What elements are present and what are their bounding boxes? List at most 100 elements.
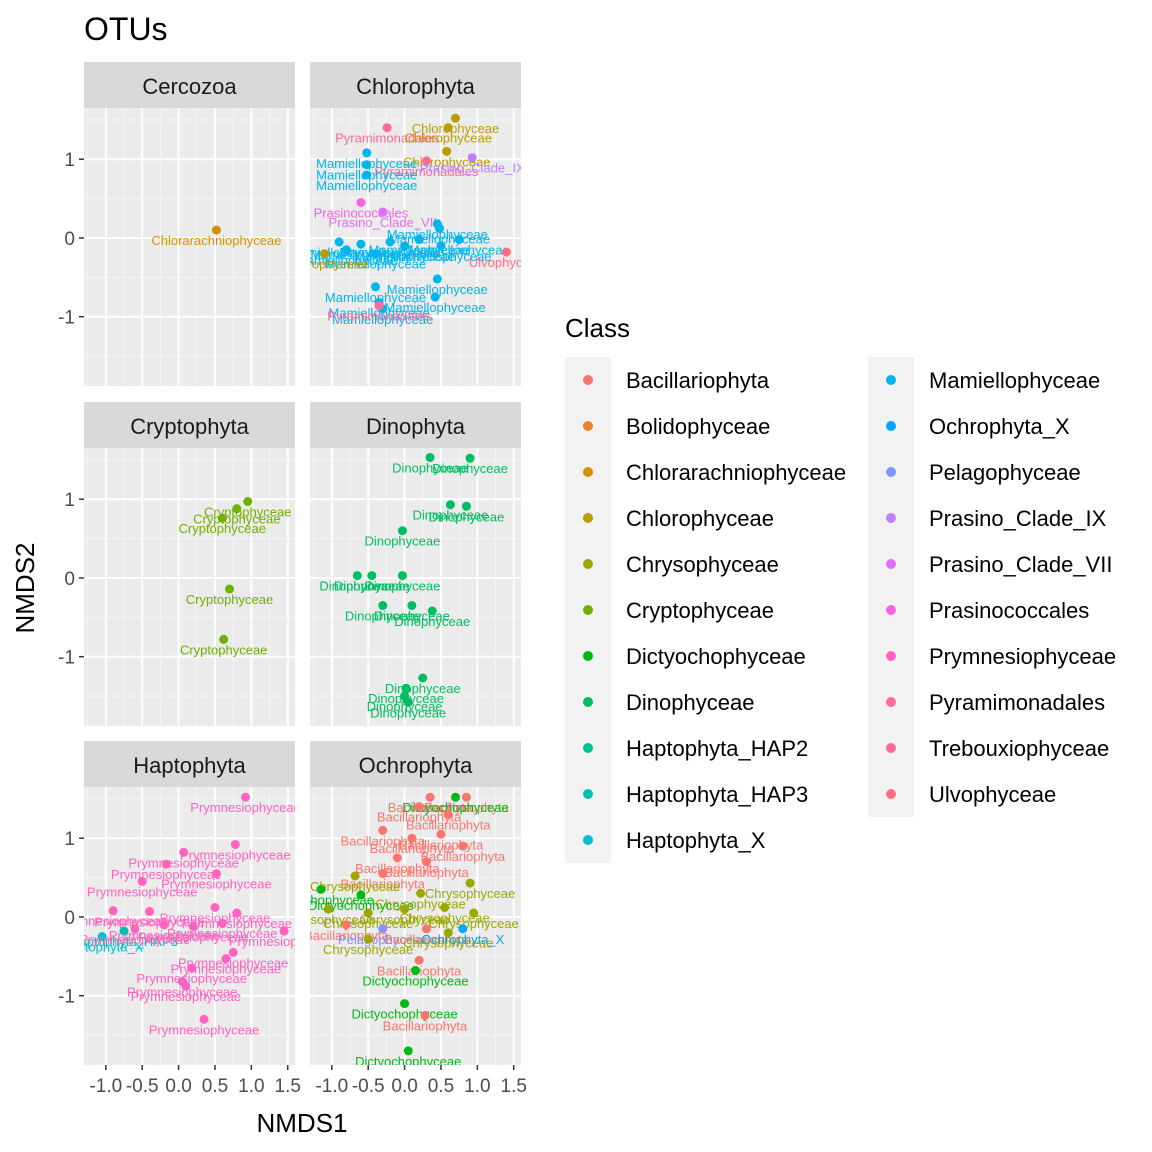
point-label: Dictyochophyceae xyxy=(402,800,508,815)
data-point xyxy=(414,802,424,812)
point-label: Prymnesiophyceae xyxy=(80,932,191,947)
legend-item: Haptophyta_X xyxy=(565,817,766,863)
y-tick-label: 1 xyxy=(64,150,75,171)
point-label: Mamiellophyceae xyxy=(354,249,455,264)
data-point xyxy=(397,526,407,536)
data-point xyxy=(467,153,477,163)
data-point xyxy=(427,606,437,616)
data-point xyxy=(356,239,366,249)
data-point xyxy=(440,902,450,912)
point-label: Dictyochophyceae xyxy=(308,898,414,913)
data-point xyxy=(243,497,253,507)
data-point xyxy=(159,920,169,930)
data-point xyxy=(367,571,377,581)
data-point xyxy=(385,237,395,247)
legend-item: Ochrophyta_X xyxy=(868,403,1070,449)
legend-item: Dinophyceae xyxy=(565,679,754,725)
point-label: Mamiellophyceae xyxy=(385,300,486,315)
data-point xyxy=(501,247,511,257)
point-label: Bacillariophyta xyxy=(384,865,469,880)
point-label: Haptophyta_HAP3 xyxy=(70,934,178,949)
facet-strip-label: Ochrophyta xyxy=(359,753,473,778)
point-label: Prymnesiophyceae xyxy=(149,1022,260,1037)
panel-grid xyxy=(84,787,295,1065)
legend-item: Chlorophyceae xyxy=(565,495,774,541)
data-point xyxy=(316,884,326,894)
data-point xyxy=(219,634,229,644)
data-point xyxy=(403,697,413,707)
legend-item: Cryptophyceae xyxy=(565,587,774,633)
point-label: Mamiellophyceae xyxy=(389,231,490,246)
data-point xyxy=(362,148,372,158)
legend-swatch xyxy=(583,467,593,477)
legend-swatch xyxy=(886,789,896,799)
legend-label: Cryptophyceae xyxy=(626,598,774,623)
x-tick-label: 1.0 xyxy=(464,1076,490,1097)
point-label: Cryptophyceae xyxy=(186,592,273,607)
legend-item: Prymnesiophyceae xyxy=(868,633,1116,679)
legend-swatch xyxy=(583,513,593,523)
panel-background xyxy=(310,448,521,726)
point-label: Pelagophyceae xyxy=(338,932,428,947)
data-point xyxy=(279,926,289,936)
data-point xyxy=(451,113,461,123)
data-point xyxy=(443,123,453,133)
data-point xyxy=(443,928,453,938)
point-label: Mamiellophyceae xyxy=(339,245,440,260)
point-label: Chlorarachniophyceae xyxy=(151,233,281,248)
point-label: Mamiellophyceae xyxy=(316,178,417,193)
x-tick-label: 1.0 xyxy=(238,1076,264,1097)
point-label: Cryptophyceae xyxy=(193,512,280,527)
point-label: Bacillariophyta xyxy=(421,849,506,864)
x-tick-label: 1.5 xyxy=(275,1076,301,1097)
point-label: Ochrophyta_X xyxy=(421,932,504,947)
x-tick-label: 0.5 xyxy=(202,1076,228,1097)
legend-swatch xyxy=(583,559,593,569)
point-label: Dinophyceae xyxy=(428,509,504,524)
data-point xyxy=(341,245,351,255)
data-point xyxy=(407,601,417,611)
point-label: Dictyochophyceae xyxy=(355,1054,461,1069)
legend-label: Bacillariophyta xyxy=(626,368,770,393)
point-label: Chrysophyceae xyxy=(310,879,400,894)
facet-strip-label: Cryptophyta xyxy=(130,414,249,439)
legend-label: Pyramimonadales xyxy=(929,690,1105,715)
facet-haptophyta: HaptophytaPrymnesiophyceaePrymnesiophyce… xyxy=(70,741,295,1065)
x-tick-label: -0.5 xyxy=(126,1076,159,1097)
legend-swatch xyxy=(583,421,593,431)
data-point xyxy=(210,902,220,912)
legend-swatch xyxy=(886,605,896,615)
legend-item: Prasino_Clade_IX xyxy=(868,495,1107,541)
legend-item: Chlorarachniophyceae xyxy=(565,449,846,495)
data-point xyxy=(232,908,242,918)
axes: 10-110-110-1-1.0 -0.5 0.0 0.5 1.0 1.5 -1.0 -0.5… xyxy=(58,150,527,1097)
legend-label: Ulvophyceae xyxy=(929,782,1056,807)
point-label: Chlorophyceae xyxy=(281,257,368,272)
data-point xyxy=(211,869,221,879)
point-label: Mamiellophyceae xyxy=(387,282,488,297)
data-point xyxy=(407,833,417,843)
panel-points: BacillariophytaBacillariophytaDictyochop… xyxy=(308,792,519,1069)
legend-label: Dinophyceae xyxy=(626,690,754,715)
point-label: Prymnesiophyceae xyxy=(167,926,278,941)
facet-dinophyta: DinophytaDinophyceaeDinophyceaeDinophyce… xyxy=(310,402,521,726)
point-label: Dinophyceae xyxy=(319,579,395,594)
point-label: Bacillariophyta xyxy=(370,841,455,856)
legend-label: Pelagophyceae xyxy=(929,460,1081,485)
point-label: Prymnesiophyceae xyxy=(138,929,249,944)
data-point xyxy=(400,241,410,251)
y-tick-label: 0 xyxy=(64,908,75,929)
facet-strip xyxy=(84,62,295,108)
legend-label: Haptophyta_HAP2 xyxy=(626,736,808,761)
point-label: Prasino_Clade_IX xyxy=(420,161,525,176)
point-label: Dinophyceae xyxy=(412,508,488,523)
point-label: Ulvophyceae xyxy=(469,255,544,270)
point-label: Mamiellophyceae xyxy=(390,249,491,264)
point-label: Prymnesiophyceae xyxy=(160,910,271,925)
data-point xyxy=(432,274,442,284)
facet-strip xyxy=(84,741,295,787)
data-point xyxy=(363,934,373,944)
legend-label: Ochrophyta_X xyxy=(929,414,1070,439)
facet-strip xyxy=(310,402,521,448)
point-label: Dinophyceae xyxy=(367,699,443,714)
